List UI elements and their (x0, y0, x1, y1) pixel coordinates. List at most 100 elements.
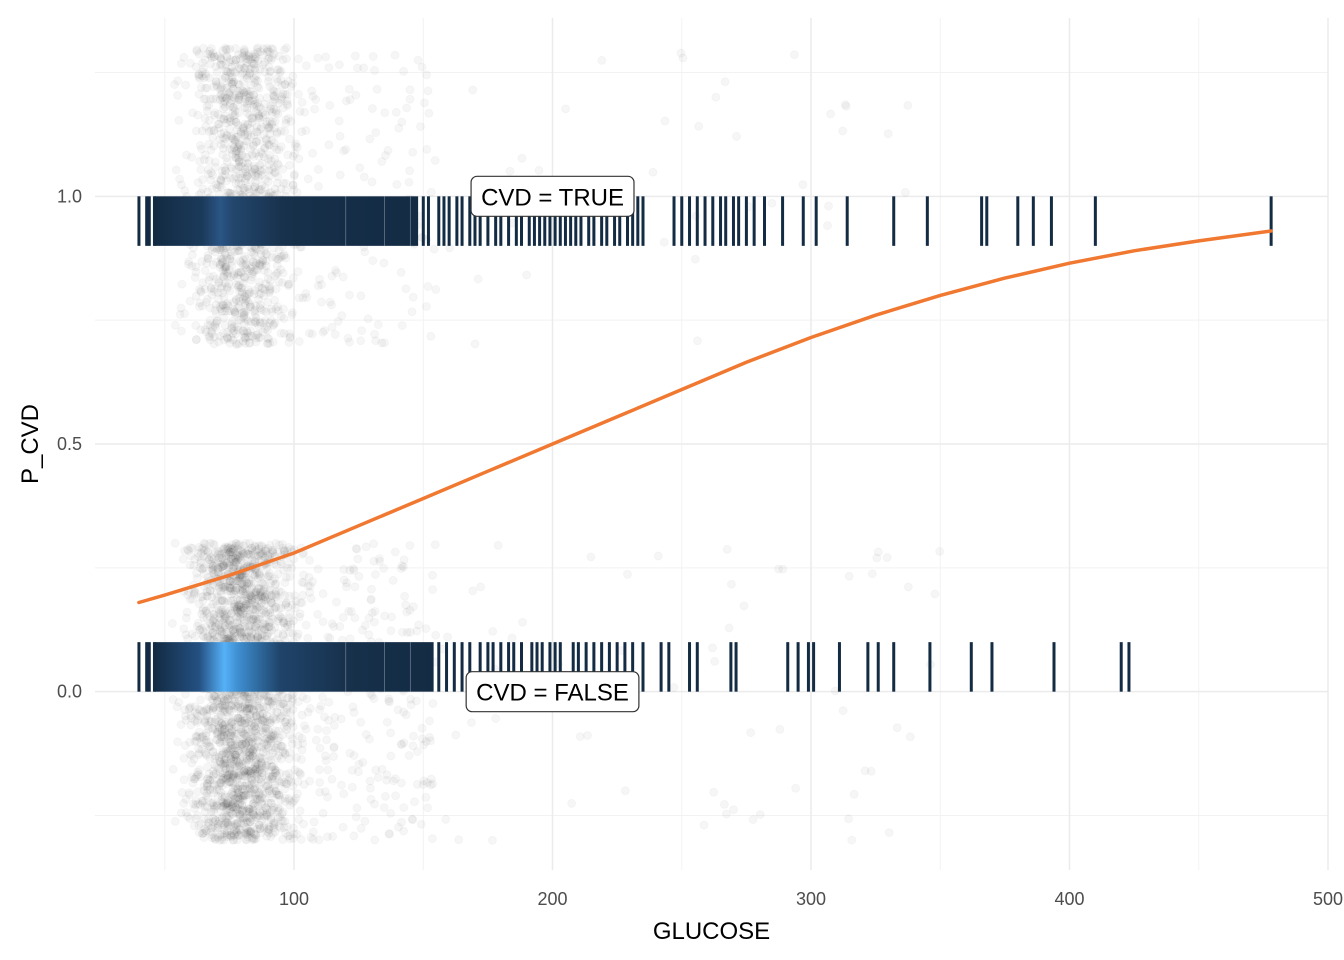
jitter-point (204, 166, 212, 174)
jitter-point (587, 553, 595, 561)
jitter-point (431, 157, 439, 165)
jitter-point (471, 340, 479, 348)
jitter-point (280, 305, 288, 313)
jitter-point (342, 146, 350, 154)
jitter-point (366, 135, 374, 143)
jitter-point (362, 543, 370, 551)
jitter-point (169, 765, 177, 773)
jitter-point (224, 772, 232, 780)
jitter-point (337, 781, 345, 789)
jitter-point (845, 815, 853, 823)
jitter-point (312, 736, 320, 744)
jitter-point (316, 744, 324, 752)
jitter-point (180, 625, 188, 633)
jitter-point (535, 166, 543, 174)
jitter-point (242, 766, 250, 774)
jitter-point (361, 817, 369, 825)
jitter-point (293, 189, 301, 197)
jitter-point (366, 777, 374, 785)
jitter-point (227, 790, 235, 798)
jitter-point (197, 166, 205, 174)
jitter-point (346, 291, 354, 299)
jitter-point (523, 271, 531, 279)
jitter-point (492, 715, 500, 723)
jitter-point (192, 127, 200, 135)
jitter-point (206, 612, 214, 620)
jitter-point (469, 587, 477, 595)
jitter-point (598, 56, 606, 64)
jitter-point (190, 561, 198, 569)
jitter-point (258, 542, 266, 550)
rug-dense-band-false (154, 642, 434, 692)
jitter-point (406, 86, 414, 94)
jitter-point (576, 733, 584, 741)
jitter-point (237, 130, 245, 138)
jitter-point (286, 334, 294, 342)
jitter-point (195, 303, 203, 311)
jitter-point (271, 155, 279, 163)
jitter-point (209, 134, 217, 142)
jitter-point (467, 719, 475, 727)
jitter-point (269, 749, 277, 757)
jitter-point (297, 599, 305, 607)
jitter-point (302, 62, 310, 70)
jitter-point (401, 592, 409, 600)
jitter-point (311, 105, 319, 113)
jitter-point (256, 812, 264, 820)
jitter-point (295, 338, 303, 346)
jitter-point (300, 722, 308, 730)
jitter-point (191, 738, 199, 746)
jitter-point (251, 556, 259, 564)
jitter-point (402, 285, 410, 293)
rug-dense-band-true (154, 196, 419, 246)
jitter-point (392, 108, 400, 116)
jitter-point (709, 644, 717, 652)
jitter-point (417, 820, 425, 828)
jitter-point (346, 338, 354, 346)
jitter-point (291, 766, 299, 774)
jitter-point (231, 136, 239, 144)
jitter-point (247, 745, 255, 753)
jitter-point (710, 788, 718, 796)
jitter-point (378, 158, 386, 166)
jitter-point (234, 714, 242, 722)
jitter-point (721, 78, 729, 86)
jitter-point (299, 740, 307, 748)
jitter-point (400, 67, 408, 75)
jitter-point (345, 85, 353, 93)
jitter-point (319, 693, 327, 701)
jitter-point (212, 95, 220, 103)
jitter-point (506, 167, 514, 175)
jitter-point (175, 116, 183, 124)
jitter-point (289, 181, 297, 189)
jitter-point (229, 558, 237, 566)
jitter-point (223, 628, 231, 636)
jitter-point (790, 51, 798, 59)
jitter-point (286, 801, 294, 809)
jitter-point (234, 702, 242, 710)
jitter-point (309, 149, 317, 157)
jitter-point (768, 199, 776, 207)
jitter-point (775, 565, 783, 573)
jitter-point (268, 799, 276, 807)
jitter-point (223, 745, 231, 753)
jitter-point (245, 628, 253, 636)
jitter-point (422, 625, 430, 633)
jitter-point (367, 596, 375, 604)
jitter-point (695, 122, 703, 130)
jitter-point (314, 54, 322, 62)
jitter-point (321, 327, 329, 335)
jitter-point (398, 628, 406, 636)
jitter-point (180, 754, 188, 762)
jitter-point (257, 186, 265, 194)
jitter-point (312, 96, 320, 104)
jitter-point (177, 721, 185, 729)
jitter-point (204, 254, 212, 262)
jitter-point (238, 587, 246, 595)
jitter-point (222, 300, 230, 308)
annotation-box (470, 175, 635, 217)
x-tick-label: 200 (538, 889, 568, 909)
jitter-point (267, 56, 275, 64)
jitter-point (242, 307, 250, 315)
jitter-point (296, 107, 304, 115)
